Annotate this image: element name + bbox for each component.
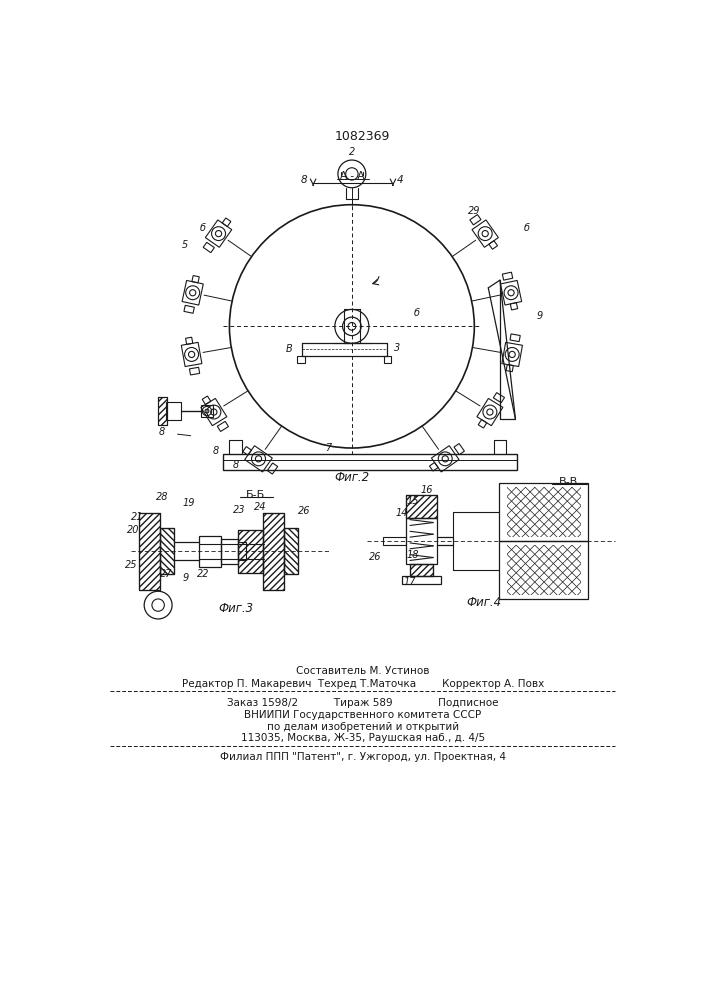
Text: 3: 3 xyxy=(395,343,401,353)
Bar xyxy=(139,513,160,590)
Text: 20: 20 xyxy=(127,525,139,535)
Text: A - A: A - A xyxy=(339,171,364,181)
Bar xyxy=(284,528,298,574)
Bar xyxy=(263,513,284,590)
Text: 18: 18 xyxy=(406,550,419,560)
Text: 28: 28 xyxy=(156,492,168,502)
Bar xyxy=(402,576,441,584)
Text: 19: 19 xyxy=(183,498,195,508)
Text: Составитель М. Устинов: Составитель М. Устинов xyxy=(296,666,429,676)
Text: 29: 29 xyxy=(468,206,481,216)
Text: 16: 16 xyxy=(421,485,433,495)
Bar xyxy=(201,405,213,417)
Bar xyxy=(158,397,168,425)
Text: 26: 26 xyxy=(298,506,310,516)
Text: 25: 25 xyxy=(124,560,137,570)
Bar xyxy=(499,541,588,599)
Text: 8: 8 xyxy=(159,427,165,437)
Text: 9: 9 xyxy=(182,573,188,583)
Text: 22: 22 xyxy=(197,569,209,579)
Text: Филиал ППП "Патент", г. Ужгород, ул. Проектная, 4: Филиал ППП "Патент", г. Ужгород, ул. Про… xyxy=(220,752,506,762)
Text: б: б xyxy=(413,308,419,318)
Text: Редактор П. Макаревич  Техред Т.Маточка        Корректор А. Повх: Редактор П. Макаревич Техред Т.Маточка К… xyxy=(182,679,544,689)
Text: 8: 8 xyxy=(233,460,239,470)
Text: 15: 15 xyxy=(406,496,419,506)
Text: ВНИИПИ Государственного комитета СССР: ВНИИПИ Государственного комитета СССР xyxy=(244,710,481,720)
Text: 14: 14 xyxy=(396,508,409,518)
Bar xyxy=(297,356,305,363)
Bar xyxy=(410,564,433,576)
Bar xyxy=(238,542,246,560)
Text: Фиг.4: Фиг.4 xyxy=(466,596,501,609)
Text: 17: 17 xyxy=(404,577,416,587)
Text: Фиг.2: Фиг.2 xyxy=(334,471,370,484)
Text: б: б xyxy=(200,223,206,233)
Text: 26: 26 xyxy=(369,552,381,562)
Text: по делам изобретений и открытий: по делам изобретений и открытий xyxy=(267,722,459,732)
Text: В: В xyxy=(286,344,293,354)
Bar xyxy=(223,454,517,470)
Bar xyxy=(499,483,588,541)
Bar xyxy=(139,513,160,590)
Text: Заказ 1598/2           Тираж 589              Подписное: Заказ 1598/2 Тираж 589 Подписное xyxy=(227,698,498,708)
Text: 2: 2 xyxy=(349,147,355,157)
Text: 9: 9 xyxy=(537,311,542,321)
Bar xyxy=(284,528,298,574)
Text: 8: 8 xyxy=(300,175,307,185)
Bar xyxy=(384,356,392,363)
Text: 5: 5 xyxy=(182,240,188,250)
Text: 23: 23 xyxy=(233,505,246,515)
Text: 4: 4 xyxy=(397,175,403,185)
Text: 27: 27 xyxy=(160,569,172,579)
Bar xyxy=(238,530,263,573)
Text: 21: 21 xyxy=(131,512,144,522)
Bar xyxy=(406,495,437,518)
Text: 8: 8 xyxy=(212,446,218,456)
Text: Фиг.3: Фиг.3 xyxy=(218,602,253,615)
Text: б: б xyxy=(523,223,530,233)
Bar xyxy=(160,528,175,574)
Bar xyxy=(238,530,263,573)
Text: 1082369: 1082369 xyxy=(335,130,390,143)
Bar xyxy=(410,564,433,576)
Bar xyxy=(221,539,238,564)
Bar xyxy=(160,528,175,574)
Bar xyxy=(158,397,168,425)
Bar xyxy=(263,513,284,590)
Bar xyxy=(406,495,437,518)
Bar xyxy=(199,536,221,567)
Bar xyxy=(383,537,406,545)
Bar xyxy=(406,518,437,564)
Text: Б-Б: Б-Б xyxy=(245,490,264,500)
Text: 24: 24 xyxy=(255,502,267,512)
Bar xyxy=(166,402,182,420)
Text: 113035, Москва, Ж-35, Раушская наб., д. 4/5: 113035, Москва, Ж-35, Раушская наб., д. … xyxy=(240,733,485,743)
Text: В-В: В-В xyxy=(559,477,578,487)
Text: 7: 7 xyxy=(325,443,332,453)
